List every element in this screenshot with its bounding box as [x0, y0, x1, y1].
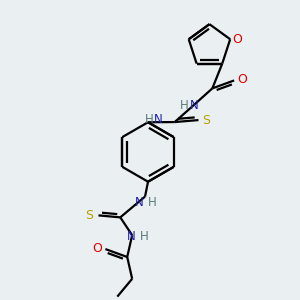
- Text: S: S: [202, 114, 210, 127]
- Text: O: O: [232, 33, 242, 46]
- Text: H: H: [148, 196, 156, 209]
- Text: H: H: [145, 113, 154, 126]
- Text: O: O: [237, 73, 247, 86]
- Text: H: H: [180, 99, 189, 112]
- Text: H: H: [140, 230, 148, 243]
- Text: S: S: [85, 209, 94, 222]
- Text: N: N: [154, 113, 163, 126]
- Text: N: N: [127, 230, 136, 243]
- Text: O: O: [93, 242, 102, 255]
- Text: N: N: [190, 99, 199, 112]
- Text: N: N: [135, 196, 143, 209]
